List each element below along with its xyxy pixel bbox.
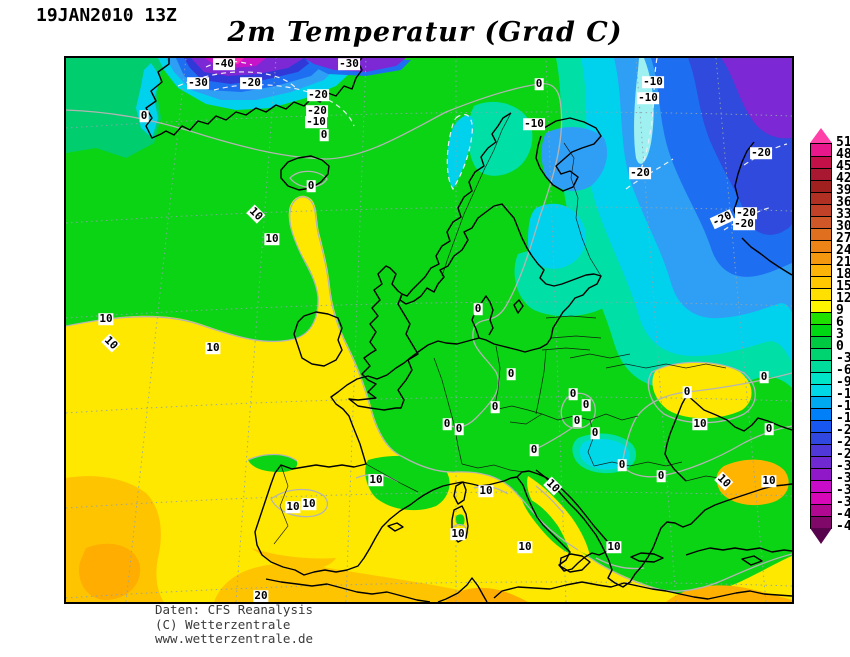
- legend-band: [811, 192, 831, 204]
- legend-band: [811, 384, 831, 396]
- legend-tick-label: -45: [836, 519, 850, 534]
- timestamp: 19JAN2010 13Z: [36, 5, 177, 26]
- legend-band: [811, 336, 831, 348]
- legend-tick-label: 51: [836, 135, 850, 150]
- data-source-line: Daten: CFS Reanalysis: [155, 602, 314, 617]
- legend-band: [811, 348, 831, 360]
- legend-band: [811, 444, 831, 456]
- legend-tick-label: 36: [836, 195, 850, 210]
- legend-tick-label: -3: [836, 351, 850, 366]
- legend-band: [811, 456, 831, 468]
- legend-band: [811, 264, 831, 276]
- legend-band: [811, 480, 831, 492]
- legend-band: [811, 408, 831, 420]
- legend-tick-label: 0: [836, 339, 844, 354]
- legend-band: [811, 240, 831, 252]
- legend-band: [811, 516, 831, 528]
- map-canvas: [66, 58, 792, 602]
- legend-band: [811, 252, 831, 264]
- legend-arrow-down-icon: [810, 528, 832, 544]
- legend-tick-label: 27: [836, 231, 850, 246]
- legend-color-bar: [810, 143, 832, 529]
- legend-tick-label: 33: [836, 207, 850, 222]
- legend-tick-label: -12: [836, 387, 850, 402]
- legend-tick-label: 48: [836, 147, 850, 162]
- legend-tick-label: 3: [836, 327, 844, 342]
- legend-tick-label: -33: [836, 471, 850, 486]
- temperature-field: [66, 58, 792, 602]
- legend-tick-label: 42: [836, 171, 850, 186]
- legend-tick-label: -9: [836, 375, 850, 390]
- legend-band: [811, 396, 831, 408]
- legend-band: [811, 216, 831, 228]
- legend-band: [811, 312, 831, 324]
- legend-tick-label: 39: [836, 183, 850, 198]
- legend-tick-label: 21: [836, 255, 850, 270]
- legend-tick-label: -42: [836, 507, 850, 522]
- legend-tick-label: 18: [836, 267, 850, 282]
- legend-band: [811, 144, 831, 156]
- legend-tick-label: 6: [836, 315, 844, 330]
- legend-tick-label: 15: [836, 279, 850, 294]
- legend-tick-label: -39: [836, 495, 850, 510]
- legend-band: [811, 360, 831, 372]
- legend-tick-label: 30: [836, 219, 850, 234]
- legend-tick-label: -24: [836, 435, 850, 450]
- legend-tick-label: -18: [836, 411, 850, 426]
- legend-tick-label: -36: [836, 483, 850, 498]
- legend-tick-label: 45: [836, 159, 850, 174]
- legend-band: [811, 432, 831, 444]
- legend-tick-label: -21: [836, 423, 850, 438]
- attribution: Daten: CFS Reanalysis (C) Wetterzentrale…: [155, 602, 314, 647]
- legend-band: [811, 420, 831, 432]
- legend-tick-label: -15: [836, 399, 850, 414]
- legend-tick-label: -27: [836, 447, 850, 462]
- legend-arrow-up-icon: [810, 128, 832, 143]
- legend-tick-label: 9: [836, 303, 844, 318]
- legend-band: [811, 276, 831, 288]
- coastlines: [145, 58, 792, 602]
- temperature-map: 0 -30 -40 -20 -20 -20 -10 0 -30 0 0 -10 -10 -10 -20 -20…: [64, 56, 794, 604]
- legend-band: [811, 324, 831, 336]
- legend-band: [811, 504, 831, 516]
- legend-band: [811, 156, 831, 168]
- legend-tick-label: -6: [836, 363, 850, 378]
- legend-band: [811, 300, 831, 312]
- legend-tick-label: -30: [836, 459, 850, 474]
- website-line: www.wetterzentrale.de: [155, 631, 314, 646]
- legend-band: [811, 492, 831, 504]
- legend-tick-label: 12: [836, 291, 850, 306]
- isotherm-contours: [66, 82, 792, 592]
- legend-band: [811, 204, 831, 216]
- legend-scale: 51 48 45 42 39 36 33 30 27 24 21 18 15 12 9 6 3 0 -3 -6 -9 -1…: [836, 136, 850, 534]
- legend-band: [811, 372, 831, 384]
- legend-band: [811, 228, 831, 240]
- legend-tick-label: 24: [836, 243, 850, 258]
- legend-band: [811, 288, 831, 300]
- legend-band: [811, 168, 831, 180]
- legend-band: [811, 180, 831, 192]
- page-title: 2m Temperatur (Grad C): [227, 17, 623, 48]
- legend-band: [811, 468, 831, 480]
- copyright-line: (C) Wetterzentrale: [155, 616, 291, 632]
